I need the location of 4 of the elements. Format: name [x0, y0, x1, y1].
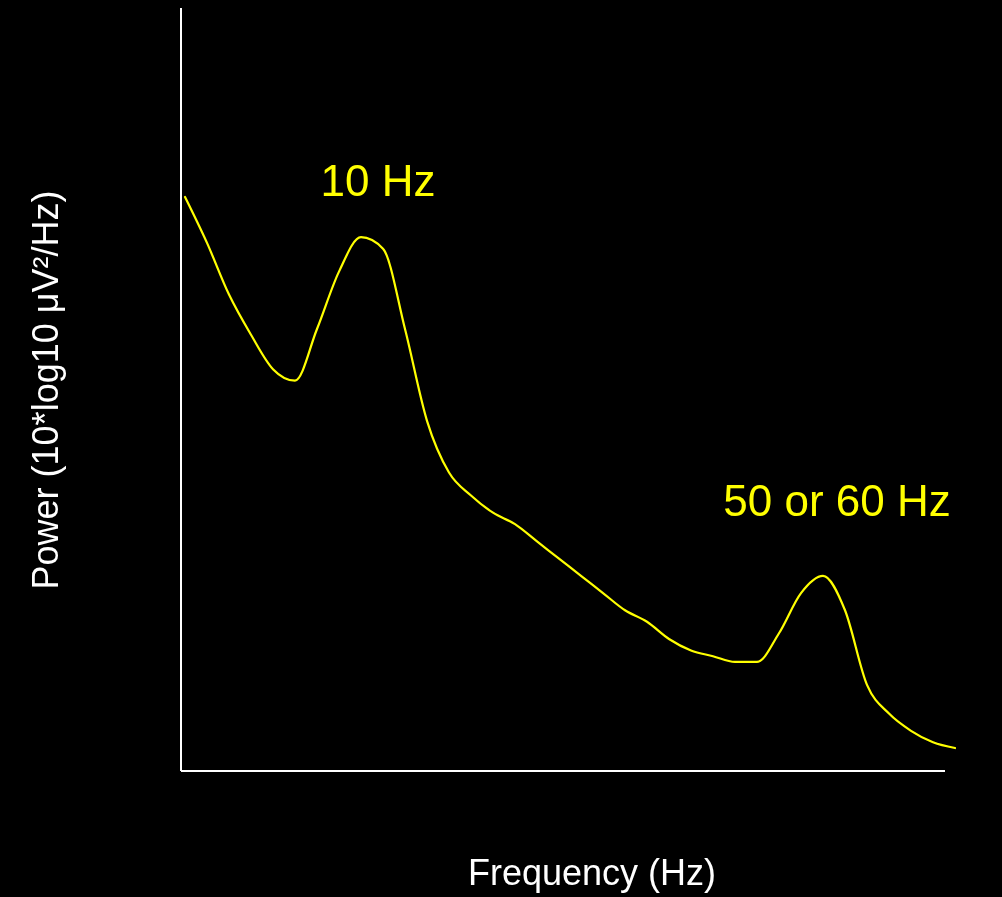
y-axis-title: Power (10*log10 μV²/Hz) [25, 190, 66, 590]
annotation: 10 Hz [320, 156, 436, 205]
x-axis-title: Frequency (Hz) [467, 852, 717, 893]
annotation: 50 or 60 Hz [723, 476, 951, 525]
